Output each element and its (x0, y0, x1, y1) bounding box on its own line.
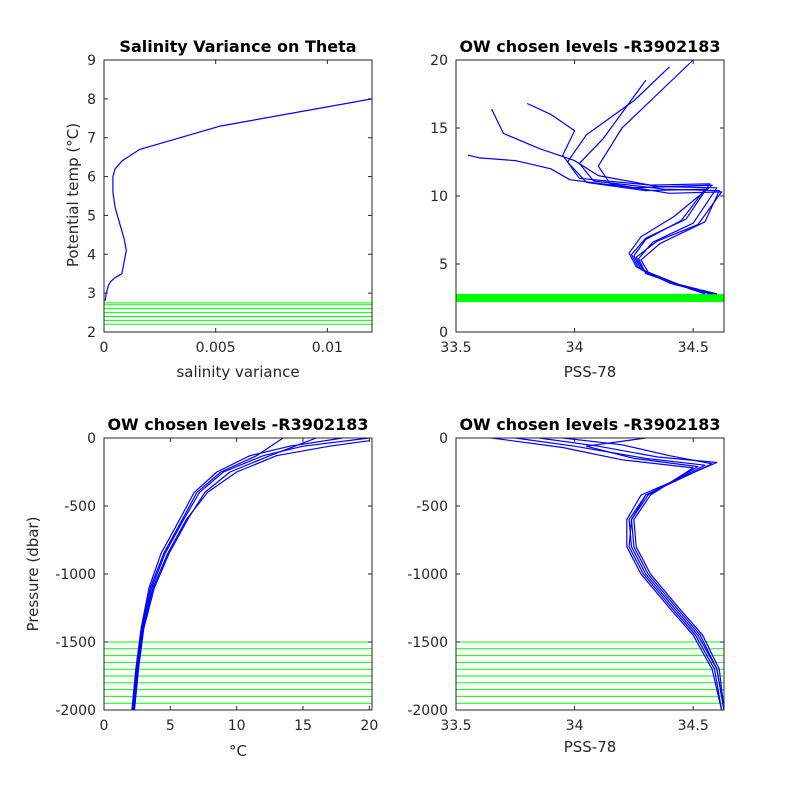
x-axis-label: PSS-78 (564, 363, 617, 381)
series-line (133, 440, 370, 710)
y-tick-label: 4 (87, 247, 96, 263)
x-tick-label: 34 (566, 340, 584, 356)
y-tick-label: 7 (87, 131, 96, 147)
y-tick-label: 20 (430, 53, 448, 69)
series-line (131, 438, 343, 710)
series-line (133, 438, 317, 710)
plot-content (456, 60, 724, 303)
y-tick-label: -1500 (55, 635, 96, 651)
x-tick-label: 34.5 (678, 340, 709, 356)
plot-area: 0 5 10 15 20 -2000 -1500 -1000 -500 0 (55, 431, 378, 734)
x-tick-label: 0.005 (196, 340, 236, 356)
plot-area: 33.5 34 34.5 -2000 -1500 -1000 -500 0 (407, 431, 725, 734)
plot-content (104, 98, 372, 325)
series-line (562, 438, 723, 710)
chart-title: OW chosen levels -R3902183 (459, 37, 720, 56)
series-line (467, 154, 713, 295)
y-tick-label: 6 (87, 170, 96, 186)
x-tick-label: 5 (166, 718, 175, 734)
level-band (456, 293, 724, 303)
y-tick-label: -2000 (407, 703, 448, 719)
x-tick-label: 0.01 (312, 340, 343, 356)
x-tick-label: 20 (360, 718, 378, 734)
x-axis-label: salinity variance (176, 363, 299, 381)
y-tick-label: -2000 (55, 703, 96, 719)
y-tick-label: 0 (439, 431, 448, 447)
panel-pressure-temperature: OW chosen levels -R3902183 0 5 10 15 20 -2000… (24, 415, 378, 760)
y-tick-label: 9 (87, 53, 96, 69)
x-axis-label: PSS-78 (564, 738, 617, 756)
panel-theta-salinity: OW chosen levels -R3902183 33.5 34 34.5 0 5 1… (430, 37, 725, 381)
y-tick-label: 0 (87, 431, 96, 447)
series-line (578, 80, 720, 295)
x-tick-label: 10 (228, 718, 246, 734)
y-tick-label: 2 (87, 325, 96, 341)
series-line (491, 438, 724, 710)
y-tick-label: 3 (87, 286, 96, 302)
series-line (538, 438, 723, 710)
series-line (526, 102, 711, 295)
plot-content (104, 438, 372, 710)
series-line (131, 438, 284, 710)
y-axis-label: Pressure (dbar) (24, 517, 42, 632)
chart-title: OW chosen levels -R3902183 (107, 415, 368, 434)
plot-area: 33.5 34 34.5 0 5 10 15 20 (430, 53, 725, 356)
chart-title: Salinity Variance on Theta (119, 37, 356, 56)
y-tick-label: -1500 (407, 635, 448, 651)
x-tick-label: 15 (294, 718, 312, 734)
x-tick-label: 33.5 (440, 340, 471, 356)
y-tick-label: -1000 (55, 567, 96, 583)
y-tick-label: -1000 (407, 567, 448, 583)
x-tick-label: 0 (100, 718, 109, 734)
y-tick-label: -500 (416, 499, 448, 515)
y-tick-label: 5 (87, 208, 96, 224)
panel-salinity-variance: Salinity Variance on Theta 0 0.005 0.01 2 3 4… (64, 37, 373, 381)
x-tick-label: 34.5 (678, 718, 709, 734)
series-line (491, 108, 718, 295)
x-tick-label: 34 (566, 718, 584, 734)
x-tick-label: 33.5 (440, 718, 471, 734)
axes-box (103, 59, 373, 333)
y-axis-label: Potential temp (°C) (64, 123, 82, 267)
y-tick-label: 8 (87, 92, 96, 108)
plot-area: 0 0.005 0.01 2 3 4 5 6 7 8 9 (87, 53, 373, 356)
series-line (104, 98, 372, 301)
x-axis-label: °C (229, 742, 247, 760)
chart-title: OW chosen levels -R3902183 (459, 415, 720, 434)
y-tick-label: -500 (64, 499, 96, 515)
series-line (585, 438, 724, 710)
y-tick-label: 15 (430, 121, 448, 137)
plot-content (456, 438, 724, 710)
y-tick-label: 10 (430, 189, 448, 205)
x-tick-label: 0 (100, 340, 109, 356)
y-tick-label: 5 (439, 257, 448, 273)
panel-pressure-salinity: OW chosen levels -R3902183 33.5 34 34.5 -20… (407, 415, 725, 756)
y-tick-label: 0 (439, 325, 448, 341)
